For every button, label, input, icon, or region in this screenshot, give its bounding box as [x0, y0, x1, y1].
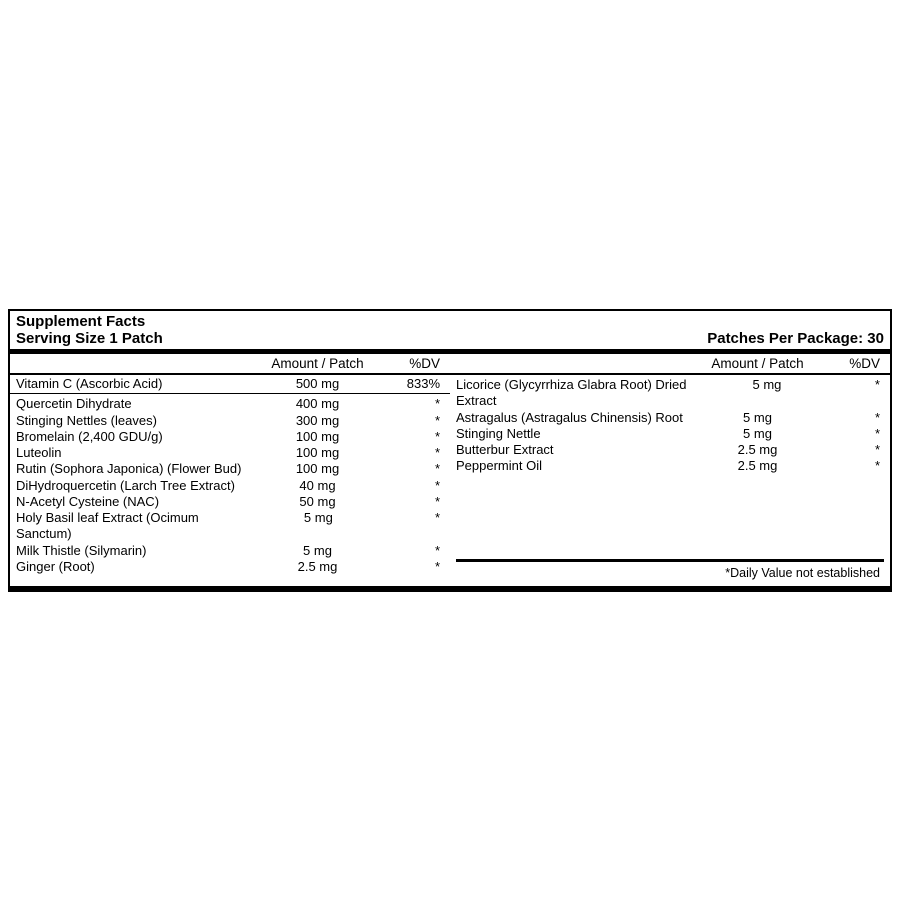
ingredient-dv: 833% — [380, 376, 440, 392]
ingredient-name: Rutin (Sophora Japonica) (Flower Bud) — [16, 461, 255, 477]
ingredient-dv: * — [380, 461, 440, 477]
ingredient-dv: * — [820, 458, 880, 474]
ingredient-dv: * — [380, 543, 440, 559]
supplement-facts-panel: Supplement Facts Serving Size 1 Patch Pa… — [8, 309, 892, 592]
ingredient-amount: 100 mg — [255, 461, 380, 477]
ingredient-dv: * — [380, 510, 440, 543]
dv-header: %DV — [820, 356, 880, 371]
table-row: Ginger (Root)2.5 mg* — [10, 559, 450, 575]
ingredient-dv: * — [820, 410, 880, 426]
ingredient-dv: * — [380, 429, 440, 445]
table-row: Stinging Nettles (leaves)300 mg* — [10, 413, 450, 429]
ingredient-amount: 2.5 mg — [695, 458, 820, 474]
ingredient-amount: 5 mg — [709, 377, 824, 410]
divider — [456, 559, 884, 562]
ingredient-amount: 5 mg — [695, 426, 820, 442]
table-row: Bromelain (2,400 GDU/g)100 mg* — [10, 429, 450, 445]
ingredient-name: Stinging Nettles (leaves) — [16, 413, 255, 429]
ingredient-dv: * — [380, 494, 440, 510]
ingredient-amount: 5 mg — [255, 543, 380, 559]
ingredient-amount: 500 mg — [255, 376, 380, 392]
ingredient-name: Vitamin C (Ascorbic Acid) — [16, 376, 255, 392]
ingredient-amount: 5 mg — [695, 410, 820, 426]
ingredient-name: Milk Thistle (Silymarin) — [16, 543, 255, 559]
left-column-header: Amount / Patch %DV — [10, 354, 450, 375]
right-column-header: Amount / Patch %DV — [450, 354, 890, 375]
dv-header: %DV — [380, 356, 440, 371]
table-row: Luteolin100 mg* — [10, 445, 450, 461]
ingredient-dv: * — [380, 478, 440, 494]
left-column: Amount / Patch %DV Vitamin C (Ascorbic A… — [10, 354, 450, 586]
ingredient-name: Astragalus (Astragalus Chinensis) Root — [456, 410, 695, 426]
ingredient-name: Licorice (Glycyrrhiza Glabra Root) Dried… — [456, 377, 709, 410]
ingredient-dv: * — [825, 377, 880, 410]
ingredient-dv: * — [820, 442, 880, 458]
ingredient-amount: 300 mg — [255, 413, 380, 429]
ingredient-dv: * — [380, 445, 440, 461]
table-row: Astragalus (Astragalus Chinensis) Root5 … — [450, 410, 890, 426]
ingredient-name: N-Acetyl Cysteine (NAC) — [16, 494, 255, 510]
ingredient-name: Luteolin — [16, 445, 255, 461]
title: Supplement Facts — [16, 313, 163, 330]
table-row: N-Acetyl Cysteine (NAC)50 mg* — [10, 494, 450, 510]
table-row: Vitamin C (Ascorbic Acid) 500 mg 833% — [10, 375, 450, 394]
table-row: Milk Thistle (Silymarin)5 mg* — [10, 543, 450, 559]
ingredient-amount: 50 mg — [255, 494, 380, 510]
serving-size: Serving Size 1 Patch — [16, 330, 163, 347]
ingredient-amount: 40 mg — [255, 478, 380, 494]
right-column: Amount / Patch %DV Licorice (Glycyrrhiza… — [450, 354, 890, 586]
ingredient-name: DiHydroquercetin (Larch Tree Extract) — [16, 478, 255, 494]
table-row: Peppermint Oil2.5 mg* — [450, 458, 890, 474]
ingredient-dv: * — [380, 413, 440, 429]
columns: Amount / Patch %DV Vitamin C (Ascorbic A… — [10, 354, 890, 586]
panel-header: Supplement Facts Serving Size 1 Patch Pa… — [10, 311, 890, 355]
table-row: Stinging Nettle5 mg* — [450, 426, 890, 442]
patches-per-package: Patches Per Package: 30 — [707, 330, 884, 347]
ingredient-name: Peppermint Oil — [456, 458, 695, 474]
ingredient-name: Stinging Nettle — [456, 426, 695, 442]
ingredient-amount: 100 mg — [255, 445, 380, 461]
ingredient-dv: * — [380, 559, 440, 575]
ingredient-name: Ginger (Root) — [16, 559, 255, 575]
ingredient-dv: * — [380, 396, 440, 412]
ingredient-amount: 2.5 mg — [695, 442, 820, 458]
table-row: Rutin (Sophora Japonica) (Flower Bud)100… — [10, 461, 450, 477]
table-row: Quercetin Dihydrate400 mg* — [10, 396, 450, 412]
ingredient-amount: 2.5 mg — [255, 559, 380, 575]
ingredient-name: Butterbur Extract — [456, 442, 695, 458]
ingredient-amount: 100 mg — [255, 429, 380, 445]
table-row: Butterbur Extract2.5 mg* — [450, 442, 890, 458]
ingredient-name: Holy Basil leaf Extract (Ocimum Sanctum) — [16, 510, 256, 543]
ingredient-dv: * — [820, 426, 880, 442]
dv-footnote: *Daily Value not established — [450, 564, 890, 582]
ingredient-name: Bromelain (2,400 GDU/g) — [16, 429, 255, 445]
table-row: Licorice (Glycyrrhiza Glabra Root) Dried… — [450, 377, 890, 410]
amount-header: Amount / Patch — [695, 356, 820, 371]
amount-header: Amount / Patch — [255, 356, 380, 371]
ingredient-amount: 400 mg — [255, 396, 380, 412]
table-row: Holy Basil leaf Extract (Ocimum Sanctum)… — [10, 510, 450, 543]
table-row: DiHydroquercetin (Larch Tree Extract)40 … — [10, 478, 450, 494]
ingredient-name: Quercetin Dihydrate — [16, 396, 255, 412]
ingredient-amount: 5 mg — [256, 510, 380, 543]
